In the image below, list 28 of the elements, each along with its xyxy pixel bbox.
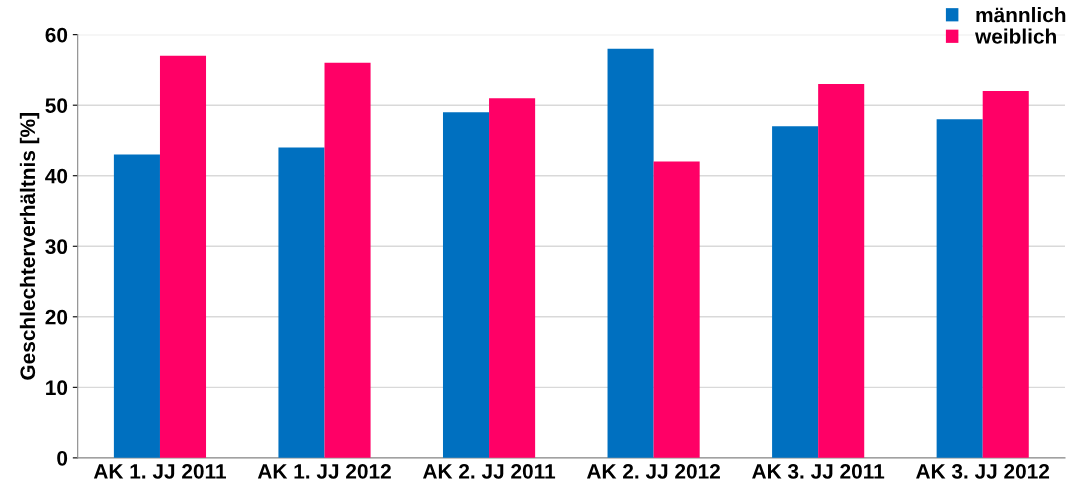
bar bbox=[324, 62, 371, 458]
bar bbox=[159, 55, 207, 458]
y-tick-label: 60 bbox=[45, 27, 68, 43]
y-tick-label: 20 bbox=[45, 309, 68, 325]
bar bbox=[982, 91, 1029, 458]
y-tick-label: 40 bbox=[45, 168, 68, 184]
x-tick-label: AK 3. JJ 2011 bbox=[752, 463, 885, 479]
legend-label: weiblich bbox=[975, 28, 1056, 44]
x-tick-label: AK 2. JJ 2012 bbox=[586, 463, 720, 479]
y-axis-title: Geschlechterverhältnis [%] bbox=[19, 113, 40, 380]
bar bbox=[818, 84, 865, 458]
bar bbox=[653, 161, 700, 458]
bar bbox=[772, 126, 819, 458]
bar bbox=[113, 154, 160, 458]
bar bbox=[442, 112, 490, 458]
y-tick-label: 0 bbox=[57, 450, 68, 466]
legend-label: männlich bbox=[976, 7, 1066, 23]
bar bbox=[278, 147, 325, 458]
bar bbox=[936, 119, 983, 458]
y-tick-label: 50 bbox=[45, 98, 68, 113]
bar bbox=[607, 48, 654, 458]
x-tick-label: AK 1. JJ 2012 bbox=[257, 463, 391, 479]
x-tick-label: AK 3. JJ 2012 bbox=[916, 463, 1050, 479]
bar bbox=[489, 98, 536, 458]
x-tick-label: AK 2. JJ 2011 bbox=[422, 463, 556, 479]
y-tick-label: 10 bbox=[46, 380, 68, 396]
y-tick-label: 30 bbox=[45, 239, 68, 255]
x-tick-label: AK 1. JJ 2011 bbox=[93, 463, 226, 479]
